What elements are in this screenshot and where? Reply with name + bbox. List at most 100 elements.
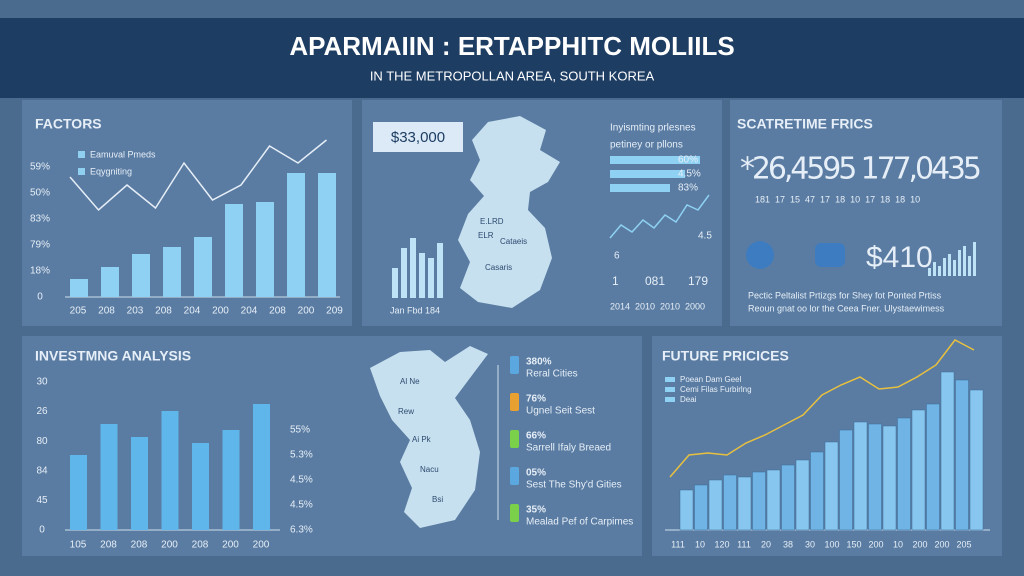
label: 60% [678, 155, 698, 166]
label: 200 [934, 539, 949, 549]
legend-swatch [78, 168, 85, 175]
label: 205 [70, 306, 87, 317]
label: 208 [98, 306, 115, 317]
label: 66% [526, 431, 546, 442]
label: 179 [688, 274, 708, 288]
label: petiney or pllons [610, 140, 683, 151]
trend-line [69, 139, 327, 212]
label: 10 [695, 539, 705, 549]
bar [610, 156, 700, 164]
label: Jan Fbd 184 [390, 305, 440, 315]
bar [132, 254, 150, 297]
label: Mealad Pef of Carpimes [526, 517, 633, 528]
bar [973, 242, 976, 276]
header-band [0, 18, 1024, 98]
bar [737, 476, 752, 531]
label: 38 [783, 539, 793, 549]
label: 83% [678, 183, 698, 194]
bar [963, 246, 966, 276]
label: Cataeis [500, 237, 527, 246]
bar [766, 469, 781, 531]
label: Cemi Filas Furbirlng [680, 385, 752, 394]
icon [510, 467, 519, 485]
bar [610, 184, 670, 192]
bar [610, 170, 685, 178]
bar [928, 268, 931, 276]
legend-swatch [78, 151, 85, 158]
label: Ai Pk [412, 435, 432, 444]
bar [192, 443, 209, 530]
legend-swatch [665, 377, 675, 382]
label: 10 [893, 539, 903, 549]
bar [287, 173, 305, 297]
label: 111 [737, 539, 751, 549]
bar [163, 247, 181, 297]
bar [926, 403, 940, 531]
bar [437, 243, 443, 298]
bar [882, 425, 897, 531]
icon [746, 241, 774, 269]
label: 204 [241, 306, 258, 317]
bar [428, 258, 434, 298]
label: $33,000 [391, 129, 445, 146]
panel [730, 100, 1002, 326]
bar [824, 441, 839, 531]
label: 105 [70, 540, 87, 551]
bar [161, 411, 179, 530]
legend-swatch [665, 397, 675, 402]
label: 208 [100, 540, 117, 551]
label: Sest The Shy'd Gities [526, 480, 622, 491]
label: $410 [866, 241, 933, 274]
label: 200 [868, 539, 883, 549]
bar [679, 489, 694, 531]
label: Eqygniting [90, 166, 132, 176]
label: 0 [39, 525, 45, 536]
bar [839, 429, 853, 531]
icon [510, 356, 519, 374]
label: 111 [671, 539, 685, 549]
label: 84 [36, 465, 48, 476]
bar [401, 248, 407, 298]
label: 4.5% [290, 475, 313, 486]
label: 50% [30, 188, 50, 199]
price-box [373, 122, 463, 152]
label: Reral Cities [526, 369, 578, 380]
bar [410, 238, 416, 298]
label: 204 [184, 306, 201, 317]
label: Sarrell Ifaly Breaed [526, 443, 611, 454]
label: 4.5 [698, 231, 712, 242]
label: 45 [36, 495, 48, 506]
subtitle: IN THE METROPOLLAN AREA, SOUTH KOREA [370, 68, 655, 83]
label: 2010 [660, 301, 680, 311]
label: 081 [645, 274, 665, 288]
label: Rew [398, 407, 414, 416]
label: *26,4595 177,0435 [740, 152, 980, 187]
bar [781, 464, 795, 531]
bar [933, 262, 936, 276]
bar [222, 430, 240, 530]
label: 59% [30, 162, 50, 173]
label: 208 [131, 540, 148, 551]
label: 2000 [685, 301, 705, 311]
bar [194, 237, 212, 297]
bar [708, 479, 723, 531]
bar [795, 459, 810, 531]
bar [225, 204, 243, 297]
label: 80 [36, 436, 48, 447]
bar [953, 260, 956, 276]
map [370, 346, 488, 528]
label: Poean Dam Geel [680, 375, 742, 384]
label: Bsi [432, 495, 443, 504]
bar [943, 258, 946, 276]
label: Reoun gnat oo lor the Ceea Fner. Ulystae… [748, 303, 945, 313]
bar [897, 417, 911, 531]
label: 209 [326, 306, 343, 317]
label: 2010 [635, 301, 655, 311]
bar [318, 173, 336, 297]
label: E.LRD [480, 217, 504, 226]
label: Pectic Peltalist Prtizgs for Shey fot Po… [748, 290, 942, 300]
bar [70, 455, 87, 530]
label: 05% [526, 468, 546, 479]
bar [955, 379, 969, 531]
